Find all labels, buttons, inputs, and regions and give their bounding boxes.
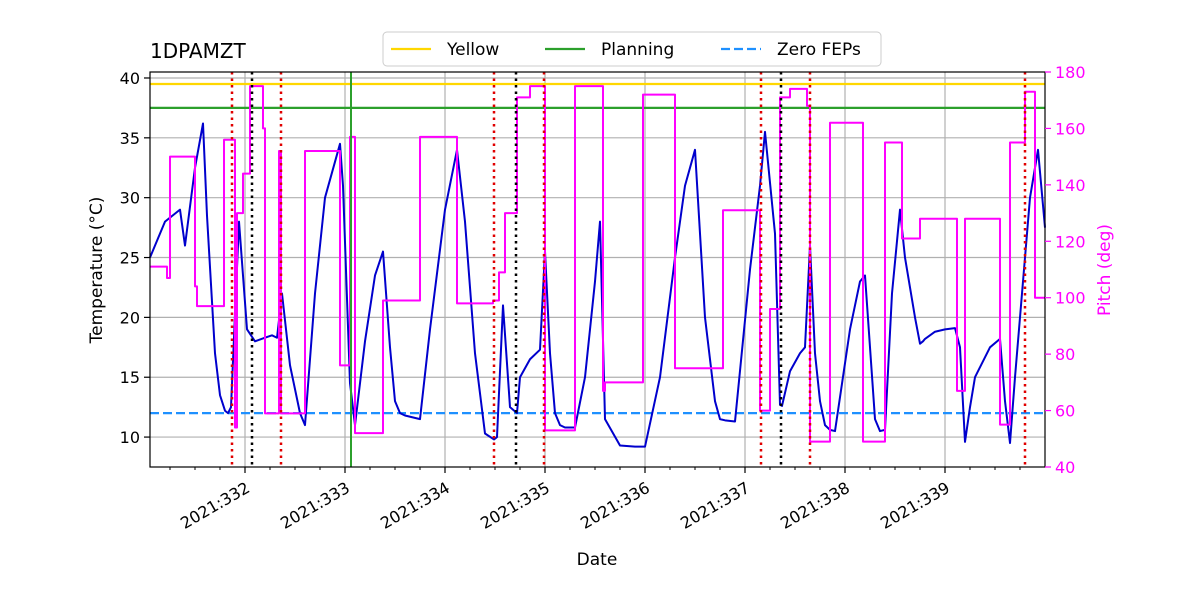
y2-tick-label: 140: [1055, 176, 1086, 195]
y2-tick-label: 180: [1055, 63, 1086, 82]
series-layer: [149, 85, 1046, 448]
y-tick-label: 10: [120, 428, 140, 447]
y-tick-label: 20: [120, 308, 140, 327]
legend-label-yellow: Yellow: [446, 40, 499, 60]
series-1dpamzt: [149, 122, 1046, 448]
y2-tick-label: 160: [1055, 119, 1086, 138]
chart-title: 1DPAMZT: [150, 39, 247, 63]
plot-frame: [149, 71, 1046, 468]
legend: Yellow Planning Zero FEPs: [382, 31, 882, 67]
y-tick-label: 15: [120, 368, 140, 387]
y2-tick-label: 120: [1055, 232, 1086, 251]
legend-label-zero-feps: Zero FEPs: [777, 40, 861, 60]
legend-box: [382, 31, 882, 67]
legend-label-planning: Planning: [601, 40, 674, 60]
series-pitch: [150, 85, 1045, 443]
y-tick-label: 40: [120, 69, 140, 88]
y2-tick-label: 80: [1055, 345, 1075, 364]
y2-tick-label: 100: [1055, 289, 1086, 308]
y-tick-label: 30: [120, 189, 140, 208]
y-tick-label: 35: [120, 129, 140, 148]
y-tick-label: 25: [120, 249, 140, 268]
y2-axis-label: Pitch (deg): [1095, 224, 1115, 316]
y2-tick-label: 40: [1055, 458, 1075, 477]
vertical-markers: [230, 72, 1027, 467]
y2-tick-label: 60: [1055, 402, 1075, 421]
x-axis-label: Date: [577, 550, 618, 570]
y-axis-label: Temperature (°C): [87, 197, 107, 345]
